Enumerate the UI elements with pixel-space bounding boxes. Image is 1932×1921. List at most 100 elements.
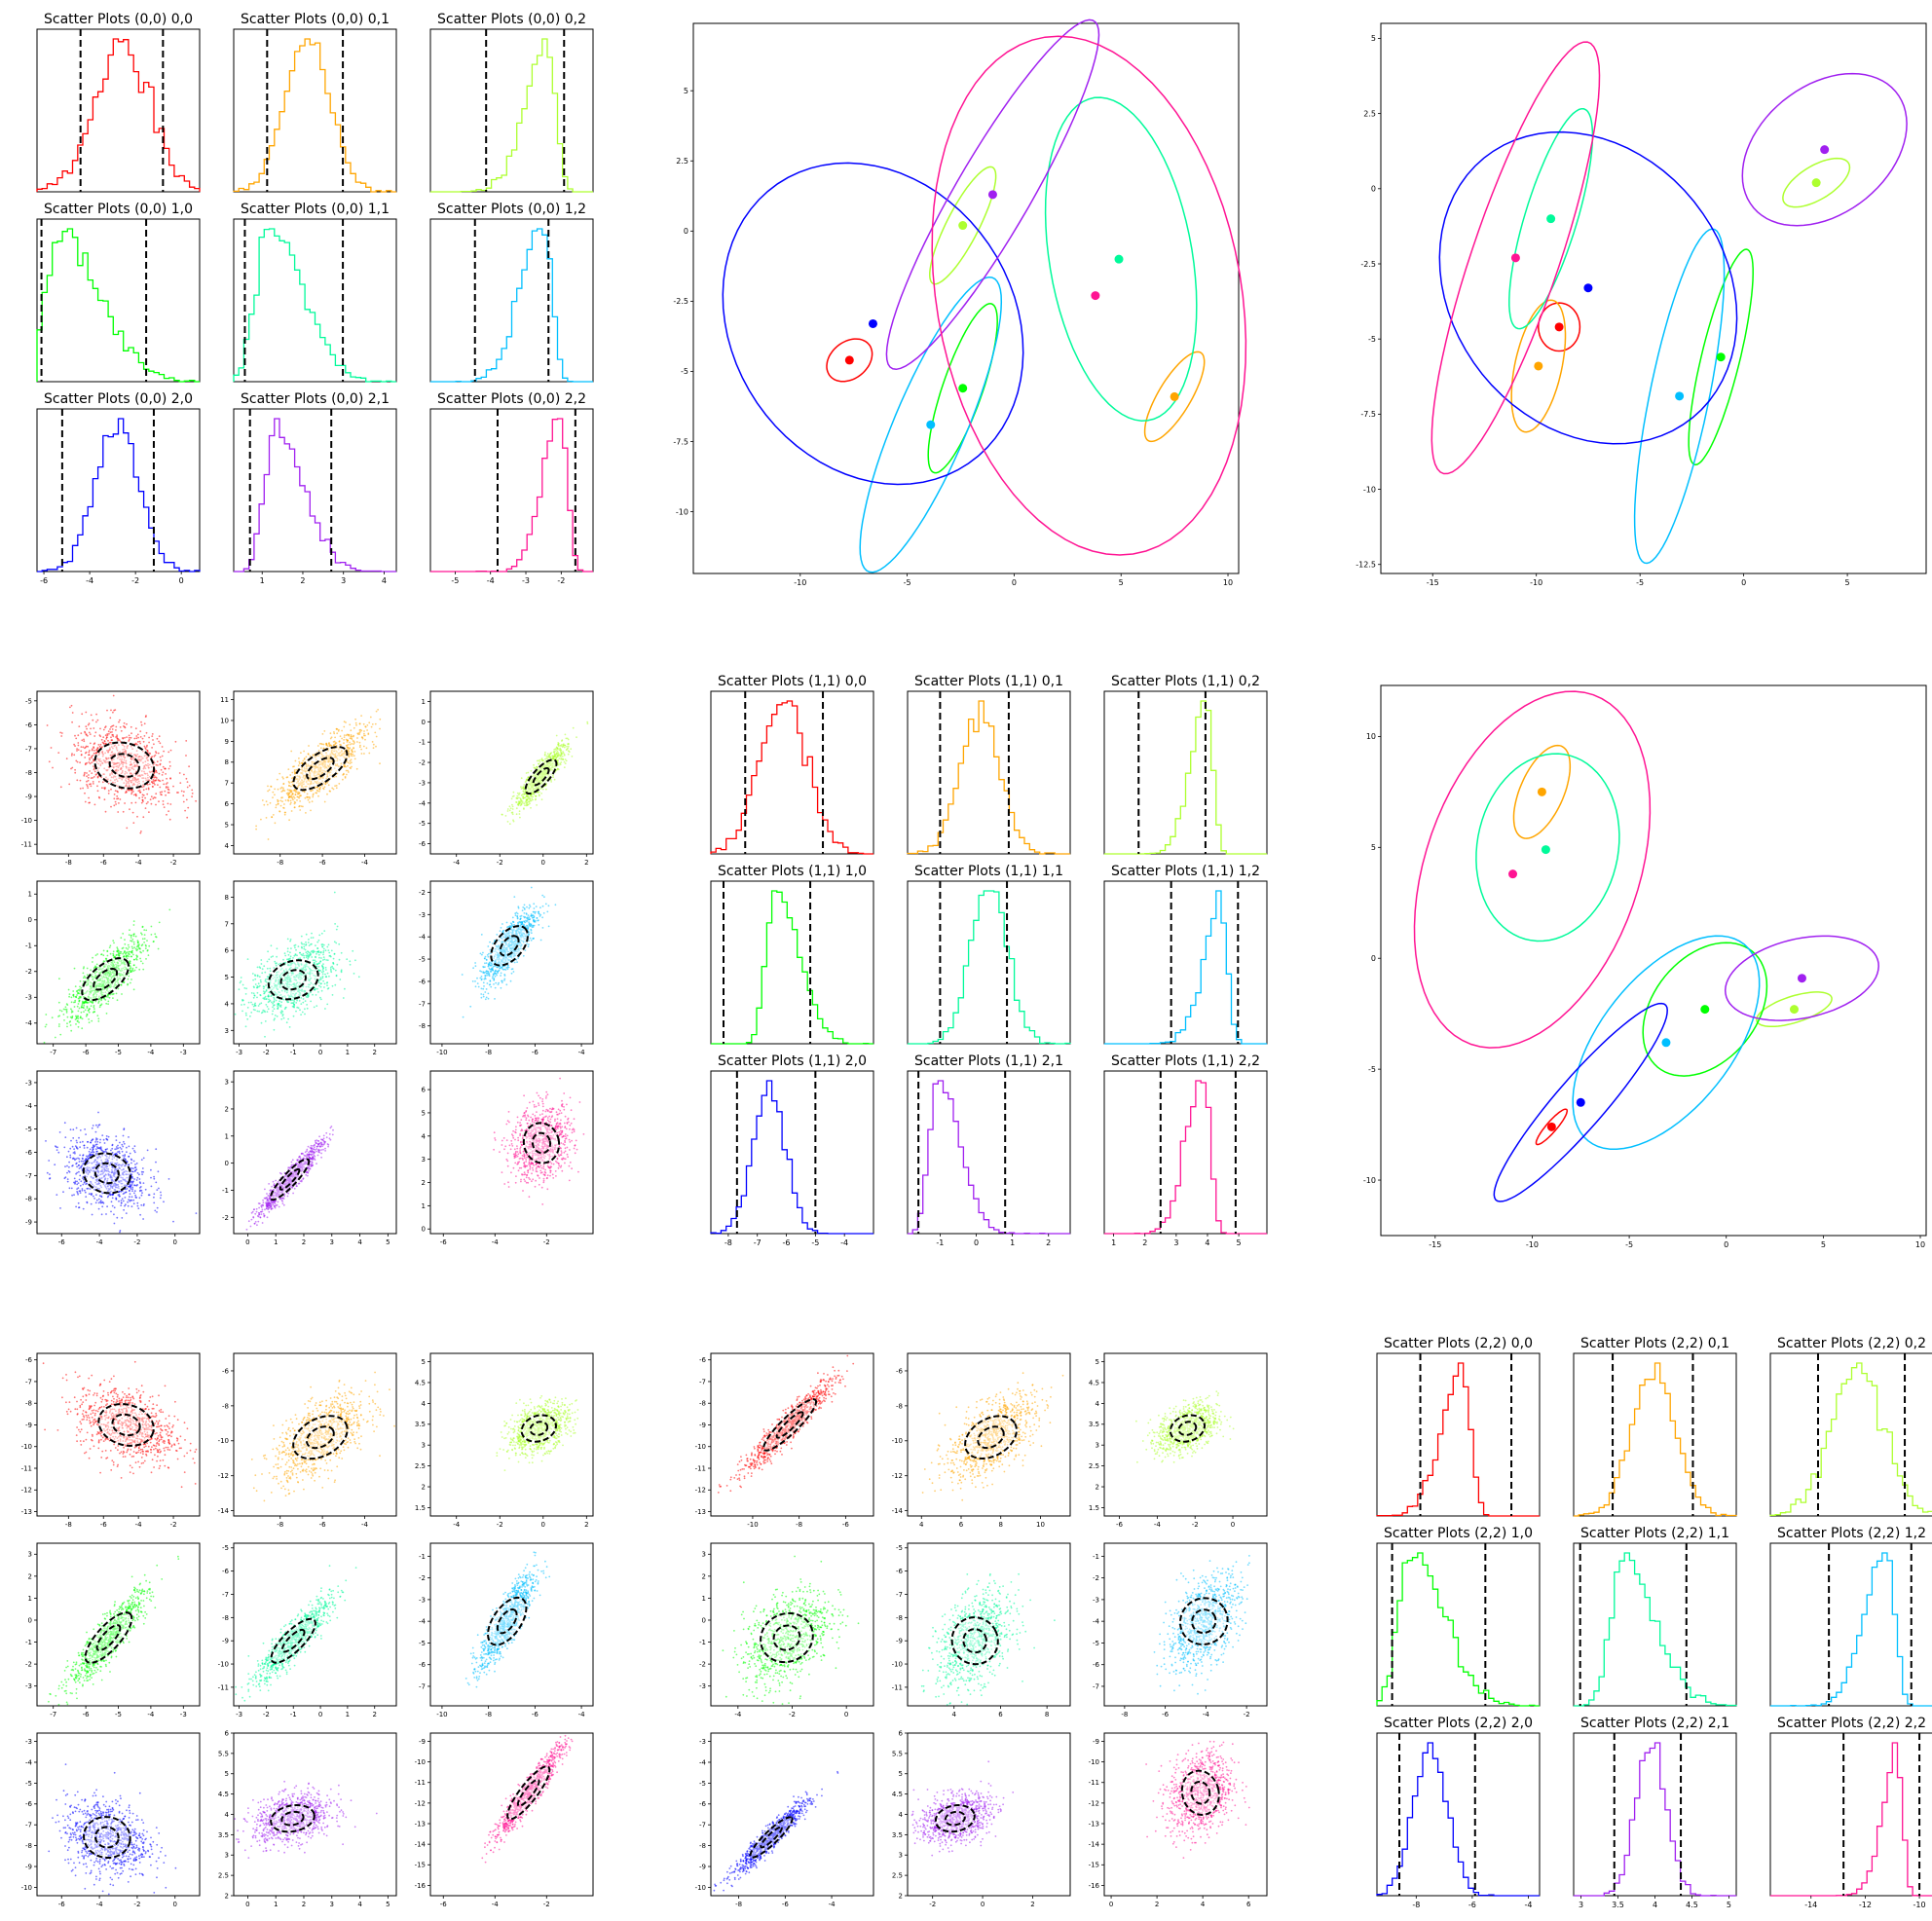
y-tick-label: -9 (25, 1422, 32, 1429)
y-tick-label: 0 (28, 1616, 32, 1624)
histogram-step (234, 419, 396, 572)
y-tick-label: -6 (419, 1661, 427, 1669)
plot-frame (430, 691, 593, 854)
center-point-4 (1115, 255, 1124, 264)
x-tick-label: -4 (96, 1238, 104, 1246)
histogram-panel: Scatter Plots (2,2) 2,2-14 -12 -10 (1770, 1716, 1932, 1909)
y-tick-label: 4 (225, 842, 230, 850)
y-tick-label: -6 (419, 840, 427, 848)
x-tick-label: -2 (133, 1238, 140, 1246)
center-point-4 (1542, 845, 1550, 854)
histogram-panel: Scatter Plots (0,0) 2,0-6 -4 -2 0 (37, 391, 200, 585)
center-point-1 (1538, 788, 1546, 796)
x-tick-label: -6 (532, 1711, 539, 1718)
panel-title: Scatter Plots (2,2) 1,2 (1777, 1526, 1926, 1541)
x-tick-label: -4 (86, 576, 93, 585)
x-tick-label: -4 (96, 1901, 104, 1908)
density-fill (93, 1398, 158, 1452)
y-tick-label: -7 (699, 1378, 706, 1385)
y-tick-label: -3 (25, 1682, 32, 1690)
center-point-1 (1534, 361, 1542, 370)
x-tick-label: -2 (929, 1901, 936, 1908)
x-tick-label: -6 (40, 576, 48, 585)
y-tick-label: 2 (422, 1179, 426, 1187)
y-tick-label: -7 (25, 745, 32, 753)
x-tick-label: 1 (1010, 1238, 1015, 1247)
center-point-5 (1675, 391, 1684, 400)
histogram-grid: Scatter Plots (1,1) 0,0 Scatter Plots (1,… (711, 674, 1267, 1247)
histogram-step (1377, 1743, 1540, 1896)
center-point-0 (845, 355, 854, 364)
scatter-grid: -8 -6 -4 -2-5-6-7-8-9-10-11-8 -6 -41110987654… (21, 691, 593, 1246)
histogram-step (1104, 891, 1267, 1044)
panel-title: Scatter Plots (1,1) 2,0 (718, 1053, 867, 1069)
y-tick-label: 2 (899, 1892, 903, 1900)
panel-title: Scatter Plots (0,0) 2,2 (437, 391, 586, 407)
x-tick-label: -8 (65, 859, 72, 867)
y-tick-label: -7.5 (1360, 410, 1376, 419)
y-tick-label: -9 (222, 1638, 229, 1645)
y-tick-label: -7 (419, 1000, 426, 1008)
y-tick-label: -1 (25, 942, 32, 950)
panel-title: Scatter Plots (1,1) 2,2 (1111, 1053, 1260, 1069)
y-tick-label: -8 (896, 1614, 903, 1622)
y-tick-label: -8 (25, 769, 32, 777)
x-tick-label: -10 (1526, 1240, 1539, 1249)
y-tick-label: 4 (225, 1811, 230, 1819)
x-tick-label: -3 (180, 1049, 187, 1056)
y-tick-label: 5 (422, 1358, 426, 1366)
y-tick-label: -7 (25, 1172, 32, 1180)
histogram-panel: Scatter Plots (2,2) 0,1 (1574, 1336, 1736, 1516)
x-tick-label: 2 (300, 576, 305, 585)
scatter-panel: -7 -6 -5 -4 -310-1-2-3-4 (25, 881, 200, 1056)
panel-title: Scatter Plots (0,0) 0,1 (241, 12, 390, 27)
x-tick-label: -10 (436, 1049, 447, 1056)
y-tick-label: 4 (422, 1400, 427, 1408)
y-tick-label: 2 (225, 1105, 229, 1113)
y-tick-label: 10 (1366, 732, 1376, 741)
center-point-8 (1508, 869, 1517, 878)
y-tick-label: -4 (699, 1758, 707, 1766)
y-tick-label: -10 (892, 1437, 903, 1445)
histogram-panel: Scatter Plots (2,2) 1,1 (1574, 1526, 1736, 1706)
center-point-6 (1583, 283, 1592, 292)
y-tick-label: -14 (218, 1507, 230, 1515)
y-tick-label: 2 (225, 1892, 229, 1900)
x-tick-label: -1 (290, 1711, 297, 1718)
plot-frame (430, 1353, 593, 1516)
y-tick-label: -2.5 (673, 297, 688, 306)
histogram-panel: Scatter Plots (1,1) 1,0 (711, 864, 873, 1044)
y-tick-label: -5 (25, 697, 32, 705)
x-tick-label: 0 (245, 1238, 249, 1246)
x-tick-label: -12 (1859, 1901, 1872, 1909)
x-tick-label: -3 (522, 576, 530, 585)
x-tick-label: -15 (1427, 578, 1439, 587)
histogram-panel: Scatter Plots (1,1) 0,1 (908, 674, 1070, 854)
histogram-step (234, 39, 396, 192)
y-tick-label: 1.5 (1089, 1504, 1099, 1512)
histogram-step (1377, 1363, 1540, 1516)
x-tick-label: 4.5 (1686, 1901, 1698, 1909)
y-tick-label: 3.5 (415, 1421, 426, 1428)
plot-frame (1377, 1733, 1540, 1896)
y-tick-label: -12 (218, 1472, 229, 1480)
y-tick-label: -16 (1089, 1882, 1100, 1890)
histogram-step (711, 701, 873, 854)
x-tick-label: -2 (557, 576, 565, 585)
center-point-8 (1091, 291, 1099, 300)
histogram-panel: Scatter Plots (2,2) 0,0 (1377, 1336, 1540, 1516)
density-fill (746, 1813, 796, 1862)
center-point-0 (1547, 1123, 1556, 1131)
y-tick-label: -14 (415, 1841, 427, 1849)
y-tick-label: -12 (892, 1472, 903, 1480)
x-tick-label: -5 (1625, 1240, 1633, 1249)
y-tick-label: -9 (25, 1219, 32, 1227)
panel-title: Scatter Plots (1,1) 1,0 (718, 864, 867, 879)
y-tick-label: -2 (419, 1574, 426, 1582)
y-tick-label: -5 (1093, 1640, 1099, 1647)
histogram-grid: Scatter Plots (0,0) 0,0 Scatter Plots (0,… (37, 12, 593, 585)
y-tick-label: -7 (25, 1822, 32, 1829)
y-tick-label: 2 (422, 1483, 426, 1491)
